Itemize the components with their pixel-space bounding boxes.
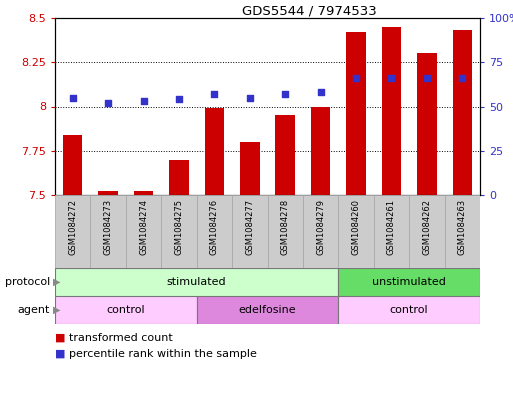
Bar — [196, 195, 232, 268]
Text: GSM1084275: GSM1084275 — [174, 198, 184, 255]
Text: GSM1084277: GSM1084277 — [245, 198, 254, 255]
Point — [458, 75, 466, 81]
Text: GSM1084276: GSM1084276 — [210, 198, 219, 255]
Bar — [90, 195, 126, 268]
Text: ▶: ▶ — [53, 305, 61, 315]
Text: GSM1084278: GSM1084278 — [281, 198, 290, 255]
Bar — [339, 296, 480, 324]
Text: protocol: protocol — [5, 277, 50, 287]
Text: percentile rank within the sample: percentile rank within the sample — [69, 349, 257, 359]
Text: GSM1084262: GSM1084262 — [422, 198, 431, 255]
Point — [423, 75, 431, 81]
Text: control: control — [390, 305, 428, 315]
Bar — [303, 195, 339, 268]
Bar — [445, 195, 480, 268]
Text: control: control — [107, 305, 145, 315]
Bar — [126, 195, 161, 268]
Bar — [134, 191, 153, 195]
Text: GSM1084261: GSM1084261 — [387, 198, 396, 255]
Text: GSM1084274: GSM1084274 — [139, 198, 148, 255]
Point — [352, 75, 360, 81]
Text: edelfosine: edelfosine — [239, 305, 297, 315]
Text: ▶: ▶ — [53, 277, 61, 287]
Bar — [382, 27, 401, 195]
Point — [175, 96, 183, 103]
Text: stimulated: stimulated — [167, 277, 226, 287]
Bar — [339, 195, 374, 268]
Text: GDS5544 / 7974533: GDS5544 / 7974533 — [242, 4, 377, 17]
Text: ■: ■ — [55, 349, 66, 359]
Bar — [169, 160, 189, 195]
Bar — [374, 195, 409, 268]
Bar — [55, 296, 196, 324]
Bar — [311, 107, 330, 195]
Point — [69, 94, 77, 101]
Bar — [63, 135, 83, 195]
Bar — [55, 195, 90, 268]
Text: GSM1084273: GSM1084273 — [104, 198, 113, 255]
Text: GSM1084279: GSM1084279 — [316, 198, 325, 255]
Bar — [452, 30, 472, 195]
Point — [210, 91, 219, 97]
Text: agent: agent — [17, 305, 50, 315]
Text: GSM1084263: GSM1084263 — [458, 198, 467, 255]
Bar — [196, 296, 339, 324]
Text: GSM1084272: GSM1084272 — [68, 198, 77, 255]
Bar — [161, 195, 196, 268]
Bar — [232, 195, 267, 268]
Point — [140, 98, 148, 104]
Text: GSM1084260: GSM1084260 — [351, 198, 361, 255]
Bar — [346, 32, 366, 195]
Bar — [409, 195, 445, 268]
Point — [387, 75, 396, 81]
Bar — [55, 268, 339, 296]
Text: unstimulated: unstimulated — [372, 277, 446, 287]
Point — [281, 91, 289, 97]
Bar — [240, 142, 260, 195]
Bar — [205, 108, 224, 195]
Bar — [339, 268, 480, 296]
Point — [317, 89, 325, 95]
Bar — [98, 191, 118, 195]
Point — [104, 100, 112, 106]
Text: transformed count: transformed count — [69, 333, 173, 343]
Bar — [275, 116, 295, 195]
Bar — [417, 53, 437, 195]
Bar — [267, 195, 303, 268]
Text: ■: ■ — [55, 333, 66, 343]
Point — [246, 94, 254, 101]
